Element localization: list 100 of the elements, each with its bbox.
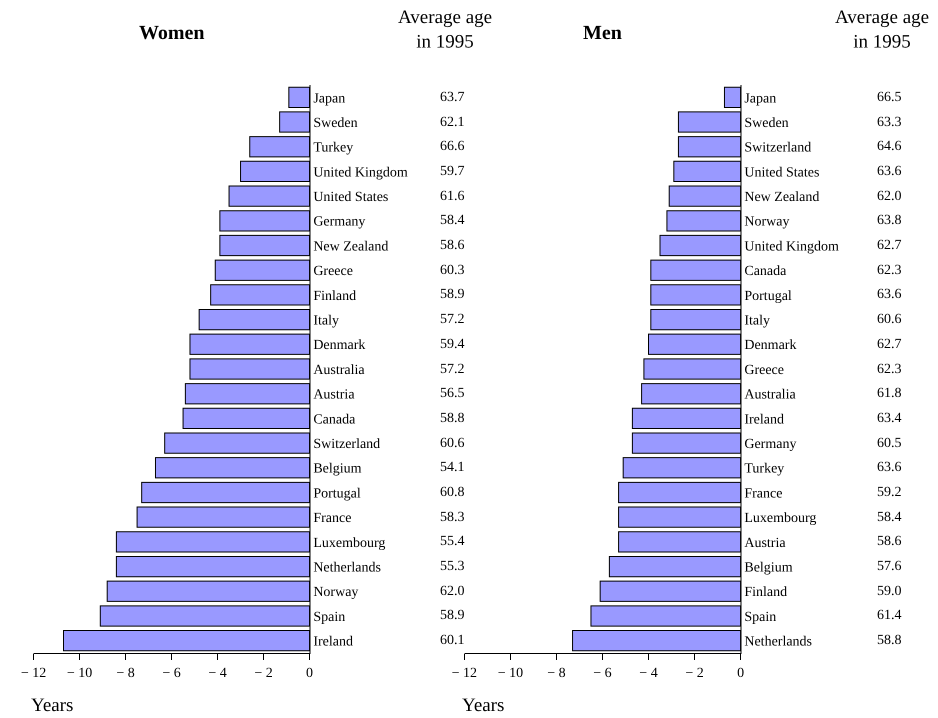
text: 63.6 [877,460,902,475]
y-tick-label: Greece [313,264,353,280]
annotation: 60.8 [440,485,464,500]
annotation: 58.9 [440,608,464,623]
annotation: 60.3 [440,263,464,278]
annotation: 58.8 [440,411,464,426]
annotation: 58.6 [440,238,464,253]
annotation: 54.1 [440,460,464,475]
y-tick-label: Ireland [313,634,353,650]
annotation: 61.6 [440,189,464,204]
y-tick-label: Ireland [744,412,784,428]
y-tick-label: Netherlands [313,560,381,576]
x-tick-label: − 6 [162,666,181,681]
x-tick-label: 0 [737,666,744,681]
y-tick-label: Australia [313,362,366,378]
y-tick-label: Greece [744,362,784,378]
y-tick-label: Italy [744,314,770,329]
y-tick-label: Switzerland [744,140,812,156]
text: 57.6 [877,559,902,574]
chart-title: Women [139,22,205,44]
x-tick-label: − 8 [547,666,566,681]
y-tick-label: Denmark [313,338,366,354]
text: 64.6 [877,139,902,154]
text: Average age in 1995 [398,7,492,53]
annotation: 57.2 [440,362,464,377]
y-tick-label: United Kingdom [313,165,408,180]
text: 62.7 [877,337,902,352]
y-tick-label: Finland [744,585,788,600]
y-tick-label: Sweden [313,116,358,131]
y-tick-label: Belgium [744,560,793,576]
annotation: 62.0 [440,584,464,599]
x-tick-label: − 8 [116,666,135,681]
annotation: 62.1 [440,115,464,130]
x-axis-title: Years [462,695,504,716]
y-tick-label: New Zealand [744,190,820,206]
annotation: 58.3 [440,510,464,525]
text: 62.7 [877,238,902,253]
y-tick-label: Spain [744,610,776,625]
y-tick-label: United Kingdom [744,239,839,254]
y-tick-label: United States [744,165,820,180]
x-tick-label: − 4 [639,666,658,681]
y-tick-label: Luxembourg [744,511,816,526]
text: 66.5 [877,90,902,105]
y-tick-label: Luxembourg [313,536,386,551]
y-tick-label: Germany [313,214,366,230]
x-axis-title: Years [31,695,74,716]
y-tick-label: Norway [744,214,790,230]
y-tick-label: Austria [313,388,356,403]
x-tick-label: − 10 [498,666,524,681]
y-tick-label: Denmark [744,338,796,354]
annotation: 55.4 [440,534,464,549]
y-tick-label: Sweden [744,116,789,131]
y-tick-label: Norway [313,585,358,600]
y-tick-label: Netherlands [744,634,812,650]
y-tick-label: Turkey [313,140,354,156]
x-tick-label: − 2 [254,666,273,681]
y-tick-label: Australia [744,388,796,403]
text: 59.2 [877,485,902,500]
text: 58.4 [877,510,902,525]
chart-title: Men [583,22,622,44]
y-tick-label: Spain [313,610,346,625]
y-tick-label: Italy [313,314,339,329]
annotation: 60.6 [440,436,464,451]
annotation: 57.2 [440,312,464,327]
text: 63.8 [877,213,902,228]
text: 60.6 [877,312,902,327]
y-tick-label: Finland [313,288,356,304]
annotation: 63.7 [440,90,464,105]
annotation: 58.4 [440,213,464,228]
y-tick-label: New Zealand [313,239,388,254]
x-tick-label: − 2 [685,666,704,681]
annotation: 55.3 [440,559,464,574]
text: 63.3 [877,115,902,130]
text: 58.6 [877,534,902,549]
x-tick-label: − 12 [20,666,46,681]
y-tick-label: Canada [744,264,788,280]
y-tick-label: Portugal [744,288,792,304]
y-tick-label: Japan [744,91,776,106]
y-tick-label: France [744,486,782,502]
y-tick-label: Austria [744,536,786,551]
x-tick-label: 0 [306,666,314,681]
text: 63.4 [877,411,902,426]
annotation: 66.6 [440,139,464,154]
text: 63.6 [877,287,902,302]
text: 61.4 [877,608,902,623]
x-tick-label: − 10 [66,666,92,681]
text: Average age in 1995 [835,7,930,53]
y-tick-label: Turkey [744,462,784,477]
y-tick-label: Japan [313,91,346,106]
annotation: 60.1 [440,633,464,648]
y-tick-label: France [313,511,352,526]
annotation: 59.4 [440,337,464,352]
text: 63.6 [877,164,902,179]
text: 59.0 [877,584,902,599]
annotation: 56.5 [440,386,464,401]
x-tick-label: − 6 [593,666,612,681]
y-tick-label: Germany [744,436,796,452]
y-tick-label: Switzerland [313,436,380,452]
text: 60.5 [877,436,902,451]
x-tick-label: − 4 [208,666,227,681]
